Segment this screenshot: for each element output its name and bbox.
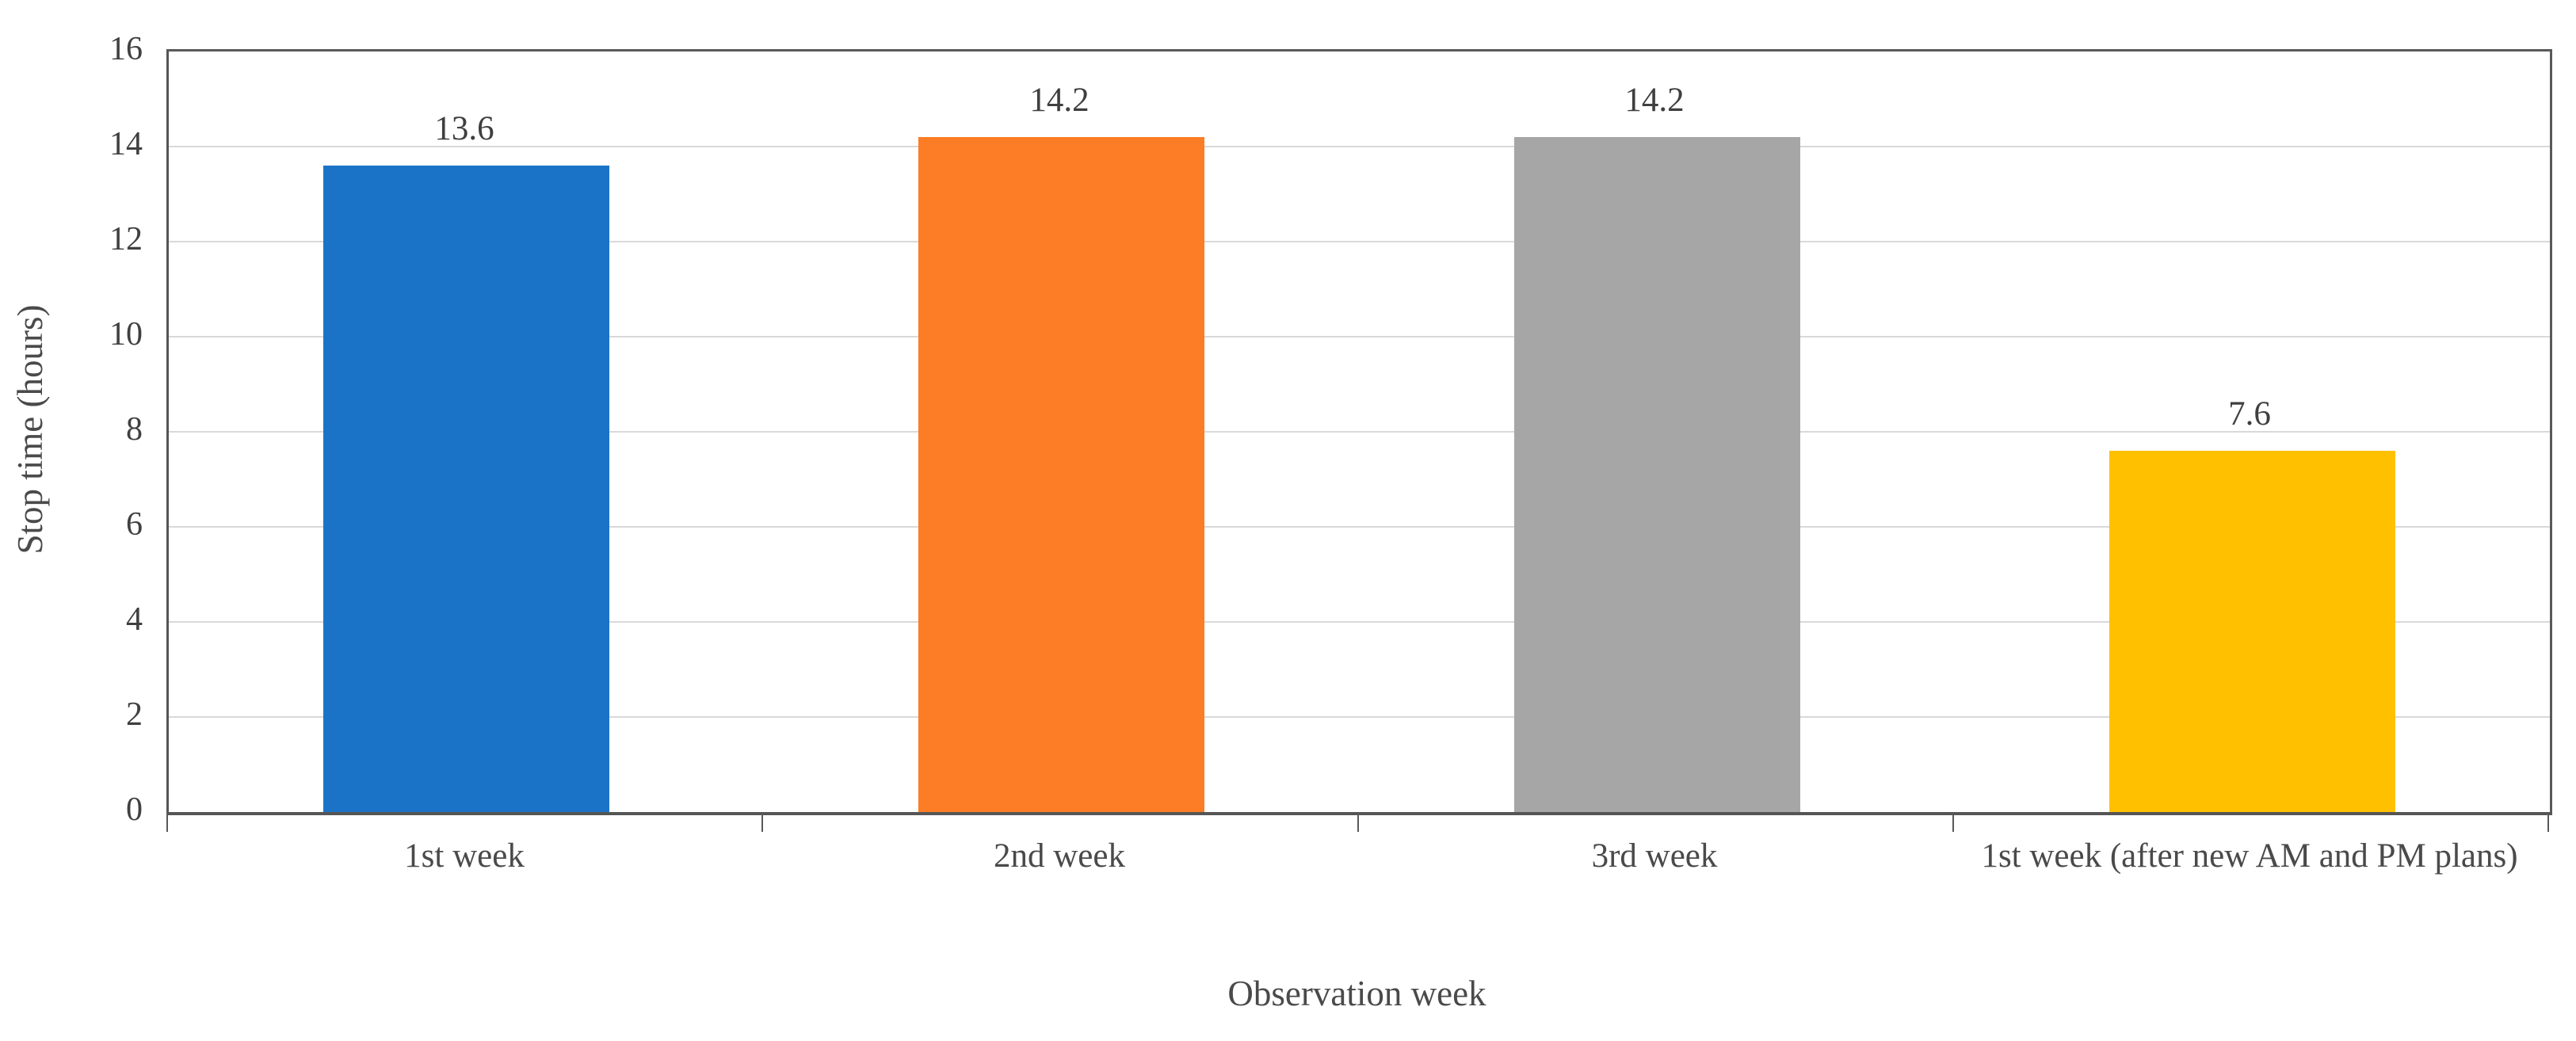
gridline-y-12 [169, 241, 2550, 242]
x-category-label-2: 2nd week [994, 837, 1125, 875]
x-category-label-4: 1st week (after new AM and PM plans) [1981, 837, 2518, 875]
y-tick-label-14: 14 [109, 126, 143, 162]
y-tick-label-4: 4 [126, 601, 143, 638]
bar-value-label-4: 7.6 [2228, 395, 2271, 433]
x-tick-mark-3 [1952, 813, 1954, 832]
bar-1-1st-week [323, 166, 609, 812]
x-tick-mark-1 [761, 813, 763, 832]
y-tick-label-6: 6 [126, 506, 143, 543]
x-axis-title: Observation week [1227, 974, 1486, 1013]
x-category-label-3: 3rd week [1591, 837, 1718, 875]
bar-value-label-2: 14.2 [1029, 82, 1090, 119]
x-tick-mark-0 [166, 813, 168, 832]
bar-value-label-3: 14.2 [1624, 82, 1685, 119]
y-tick-label-12: 12 [109, 221, 143, 257]
plot-area [166, 49, 2552, 815]
bar-2-2nd-week [918, 137, 1204, 812]
gridline-y-4 [169, 621, 2550, 623]
gridline-y-10 [169, 336, 2550, 337]
gridline-y-8 [169, 431, 2550, 433]
gridline-y-14 [169, 146, 2550, 147]
y-tick-label-2: 2 [126, 696, 143, 733]
bar-value-label-1: 13.6 [434, 110, 494, 147]
x-tick-mark-4 [2547, 813, 2549, 832]
x-category-label-1: 1st week [404, 837, 525, 875]
y-tick-label-16: 16 [109, 31, 143, 67]
y-tick-label-10: 10 [109, 316, 143, 353]
gridline-y-2 [169, 716, 2550, 718]
y-tick-label-8: 8 [126, 411, 143, 448]
bar-4-1st-week-after-new-am-and-pm-plans- [2109, 451, 2395, 812]
y-tick-label-0: 0 [126, 791, 143, 828]
gridline-y-6 [169, 526, 2550, 528]
bar-3-3rd-week [1514, 137, 1800, 812]
x-tick-mark-2 [1357, 813, 1359, 832]
